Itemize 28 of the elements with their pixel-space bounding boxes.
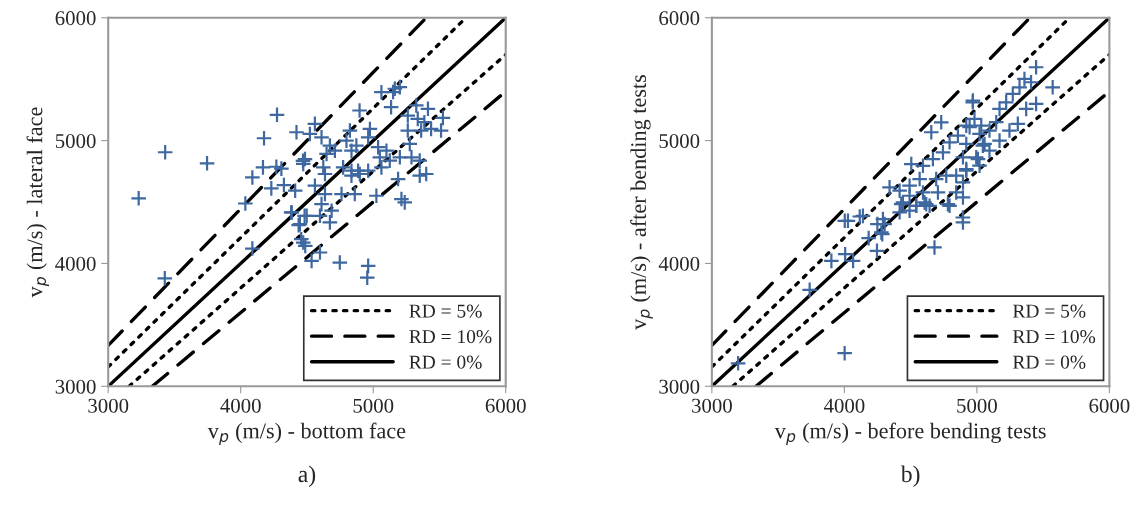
legend-label: RD = 10% bbox=[409, 330, 492, 344]
x-tick-label: 4000 bbox=[823, 398, 865, 413]
x-axis-title: v$_{p}$ (m/s) - bottom face bbox=[207, 422, 406, 446]
x-tick-label: 3000 bbox=[88, 398, 129, 413]
legend-label: RD = 0% bbox=[409, 355, 482, 369]
x-tick-label: 4000 bbox=[220, 398, 261, 413]
legend-label: RD = 10% bbox=[1012, 330, 1096, 344]
x-tick-label: 6000 bbox=[485, 398, 526, 413]
y-tick-label: 3000 bbox=[659, 379, 700, 394]
y-tick-label: 5000 bbox=[55, 133, 96, 149]
y-tick-label: 6000 bbox=[55, 11, 96, 26]
x-tick-label: 5000 bbox=[957, 398, 997, 413]
y-tick-label: 5000 bbox=[659, 133, 700, 149]
text: b) bbox=[900, 465, 920, 487]
x-axis-title: v$_{p}$ (m/s) - before bending tests bbox=[774, 422, 1046, 446]
y-axis-title: v$_{p}$ (m/s) - lateral face bbox=[26, 107, 50, 298]
y-tick-label: 6000 bbox=[659, 11, 700, 26]
y-axis-title: v$_{p}$ (m/s) - after bending tests bbox=[630, 75, 653, 330]
x-tick-label: 6000 bbox=[1089, 398, 1130, 413]
legend-label: RD = 5% bbox=[409, 304, 482, 318]
y-tick-label: 4000 bbox=[55, 256, 96, 271]
legend-label: RD = 5% bbox=[1012, 304, 1086, 318]
legend-label: RD = 0% bbox=[1012, 355, 1086, 369]
y-tick-label: 4000 bbox=[658, 256, 700, 271]
text: a) bbox=[298, 465, 316, 487]
x-tick-label: 5000 bbox=[353, 398, 394, 413]
y-tick-label: 3000 bbox=[55, 379, 96, 394]
x-tick-label: 3000 bbox=[692, 398, 732, 413]
